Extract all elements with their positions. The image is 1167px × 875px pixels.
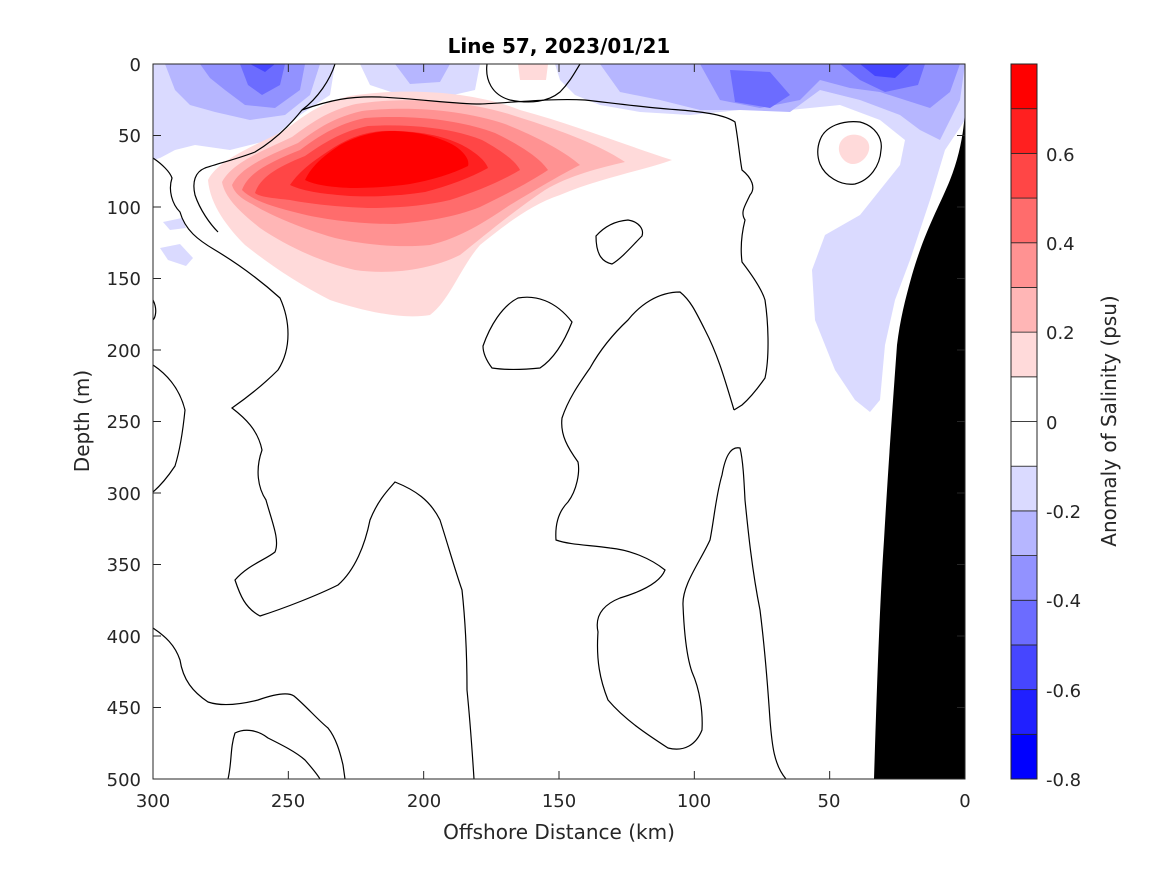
- colorbar-tick-label: -0.2: [1046, 502, 1081, 523]
- x-tick-label: 200: [407, 791, 441, 812]
- colorbar-segment: [1010, 242, 1038, 288]
- x-tick-label: 50: [818, 791, 841, 812]
- axis-ticks: [152, 63, 966, 780]
- y-tick-label: 400: [107, 627, 141, 648]
- contour-left-bottom: [153, 627, 346, 779]
- colorbar: [1010, 63, 1038, 780]
- chart-title: Line 57, 2023/01/21: [448, 34, 671, 58]
- colorbar-tick-label: 0.6: [1046, 145, 1075, 166]
- zero-contours: [153, 64, 882, 779]
- colorbar-segment: [1010, 555, 1038, 601]
- colorbar-segment: [1010, 197, 1038, 244]
- bathymetry-slope: [874, 110, 965, 779]
- colorbar-segment: [1010, 733, 1038, 780]
- contour-surface-offshore: [301, 96, 769, 411]
- x-axis-label: Offshore Distance (km): [443, 820, 675, 844]
- colorbar-label: Anomaly of Salinity (psu): [1097, 295, 1121, 546]
- y-tick-label: 350: [107, 555, 141, 576]
- contour-left-edge-2: [153, 364, 186, 493]
- contour-main: [153, 157, 475, 779]
- neg-region-offshore-05: [250, 64, 275, 72]
- colorbar-segment: [1010, 108, 1038, 154]
- colorbar-segment: [1010, 510, 1038, 556]
- neg-region-nearshore-04: [730, 70, 790, 108]
- colorbar-tick-label: 0.4: [1046, 234, 1075, 255]
- y-tick-label: 300: [107, 484, 141, 505]
- negative-anomaly-regions: [153, 64, 965, 412]
- colorbar-segment: [1010, 421, 1038, 467]
- x-tick-label: 100: [677, 791, 711, 812]
- anomaly-field: [153, 64, 965, 779]
- neg-region-nearshore-06: [860, 64, 910, 78]
- y-tick-label: 500: [107, 770, 141, 791]
- neg-region-mid-02: [395, 64, 450, 84]
- y-tick-label: 100: [107, 198, 141, 219]
- colorbar-segment: [1010, 644, 1038, 691]
- colorbar-tick-label: -0.6: [1046, 681, 1081, 702]
- colorbar-tick-labels: -0.8 -0.6 -0.4 -0.2 0 0.2 0.4 0.6: [1046, 145, 1081, 791]
- colorbar-segment: [1010, 376, 1038, 422]
- colorbar-tick-label: -0.8: [1046, 770, 1081, 791]
- colorbar-segment: [1010, 152, 1038, 199]
- y-tick-label: 50: [118, 126, 141, 147]
- neg-region-small-2: [160, 244, 193, 266]
- colorbar-tick-label: -0.4: [1046, 591, 1081, 612]
- colorbar-segment: [1010, 331, 1038, 378]
- contour-mid-block: [555, 291, 787, 779]
- x-tick-labels: 300 250 200 150 100 50 0: [136, 791, 971, 812]
- x-tick-label: 0: [959, 791, 970, 812]
- contour-bottom-loop: [227, 729, 321, 779]
- pos-region-small-nearshore: [838, 134, 870, 165]
- contour-surface-top: [486, 64, 581, 103]
- neg-region-nearshore-05: [840, 64, 925, 92]
- contour-island-1: [482, 296, 573, 371]
- x-tick-label: 150: [542, 791, 576, 812]
- neg-region-nearshore-surface: [555, 64, 965, 412]
- x-tick-label: 300: [136, 791, 170, 812]
- y-tick-label: 200: [107, 341, 141, 362]
- y-tick-label: 450: [107, 698, 141, 719]
- contour-left-edge-1: [153, 299, 157, 321]
- y-tick-label: 0: [130, 55, 141, 76]
- neg-region-offshore-04: [240, 64, 285, 95]
- positive-anomaly-regions: [208, 64, 870, 317]
- colorbar-segment: [1010, 465, 1038, 512]
- colorbar-frame: [1010, 63, 1038, 780]
- contour-island-2: [595, 219, 644, 265]
- colorbar-tick-label: 0: [1046, 413, 1057, 434]
- y-axis-label: Depth (m): [70, 370, 94, 472]
- colorbar-segment: [1010, 599, 1038, 646]
- contour-nearshore-eddy: [817, 121, 882, 185]
- colorbar-segment: [1010, 287, 1038, 333]
- y-tick-label: 250: [107, 412, 141, 433]
- y-tick-labels: 0 50 100 150 200 250 300 350 400 450 500: [107, 55, 141, 791]
- neg-region-small-1: [163, 218, 186, 230]
- pos-region-small-surface: [518, 64, 548, 80]
- colorbar-segment: [1010, 689, 1038, 735]
- x-tick-label: 250: [271, 791, 305, 812]
- colorbar-segment: [1010, 63, 1038, 110]
- y-tick-label: 150: [107, 269, 141, 290]
- colorbar-tick-label: 0.2: [1046, 323, 1075, 344]
- pos-region-07: [305, 131, 469, 188]
- contour-upper-left: [193, 64, 336, 233]
